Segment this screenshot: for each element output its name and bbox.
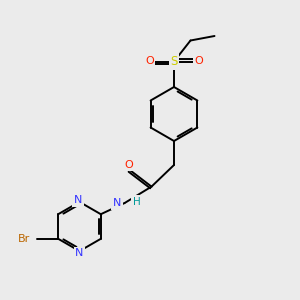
Text: O: O (194, 56, 203, 67)
Text: S: S (170, 55, 178, 68)
Text: N: N (74, 195, 82, 206)
Text: O: O (124, 160, 133, 170)
Text: Br: Br (18, 234, 31, 244)
Text: H: H (133, 196, 141, 207)
Text: O: O (145, 56, 154, 67)
Text: N: N (75, 248, 84, 259)
Text: N: N (113, 198, 122, 208)
